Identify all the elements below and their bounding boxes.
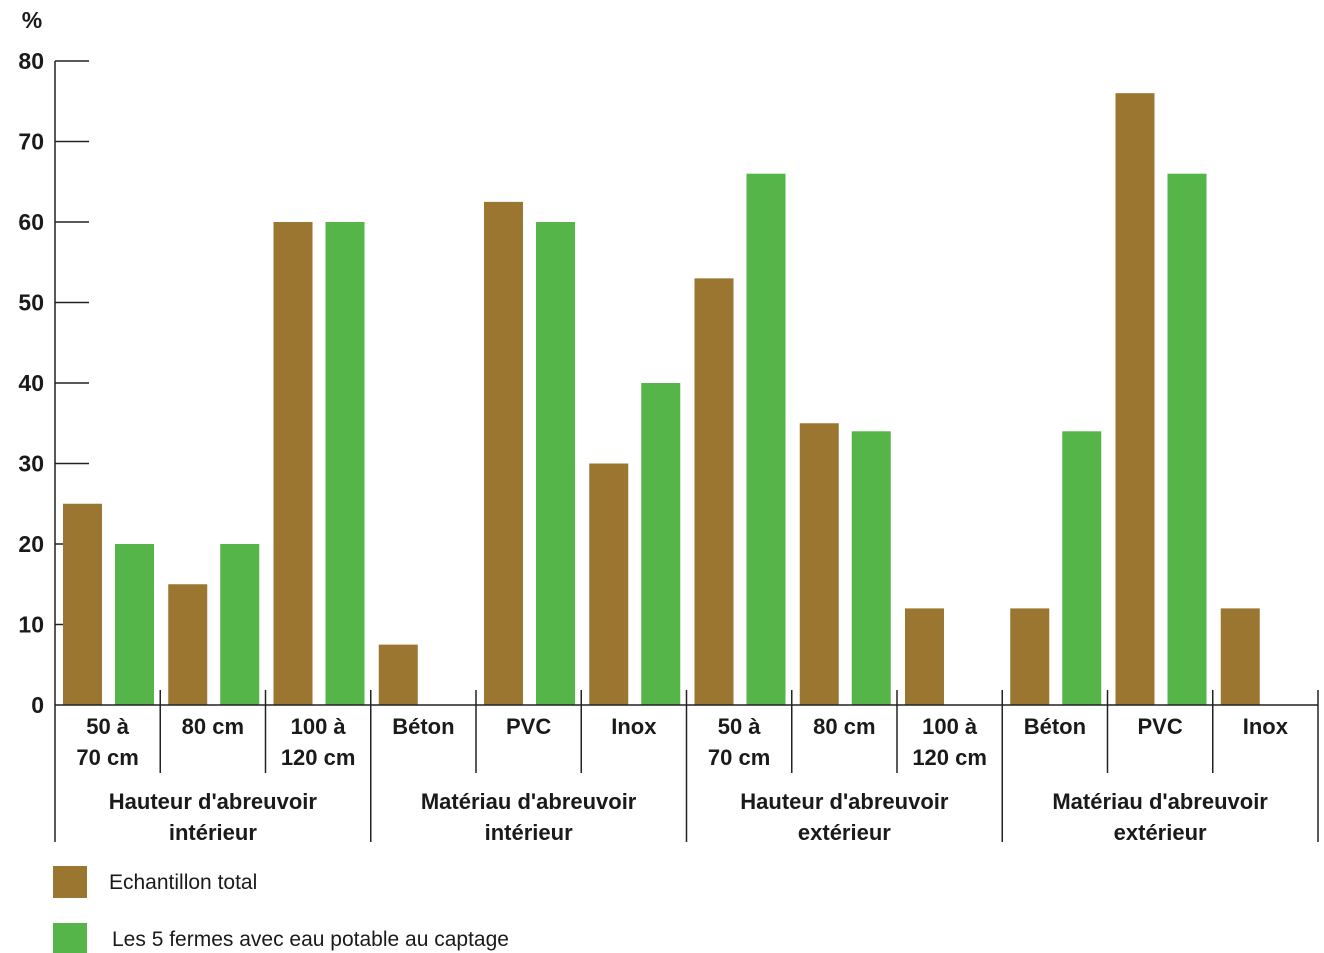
bar-echantillon-total [484,201,523,705]
bar-echantillon-total [589,463,629,705]
x-category-label: 80 cm [182,714,244,739]
legend: Echantillon total Les 5 fermes avec eau p… [53,866,509,953]
legend-swatch [53,866,87,898]
bar-echantillon-total [168,584,208,705]
x-axis: 50 à 70 cm 80 cm 100 à 120 cm Béton PVC Inox 50 … [55,690,1319,845]
y-axis: 0 10 20 30 40 50 60 70 80 [18,48,89,842]
bar-echantillon-total [799,423,839,705]
y-tick-label: 60 [18,209,44,235]
bar-echantillon-total [1010,608,1050,705]
y-tick-label: 40 [18,370,44,396]
bar-5-fermes [115,544,154,705]
x-category-label: Béton [392,714,454,739]
legend-label: Echantillon total [109,871,257,894]
x-category-label: 100 à 120 cm [281,714,356,770]
bar-echantillon-total [905,608,944,705]
y-tick-label: 80 [18,48,44,74]
bar-5-fermes [1062,431,1102,705]
bar-5-fermes [641,383,681,705]
bars [63,93,1260,705]
y-tick-label: 0 [31,692,44,718]
x-group-label: Hauteur d'abreuvoir intérieur [109,789,318,845]
bar-echantillon-total [694,278,734,705]
legend-label: Les 5 fermes avec eau potable au captage [112,928,509,951]
bar-echantillon-total [273,222,313,705]
bar-5-fermes [325,222,365,705]
bar-echantillon-total [378,644,418,705]
x-category-label: 50 à 70 cm [76,714,138,770]
y-tick-label: 10 [18,612,44,638]
bar-echantillon-total [1220,608,1260,705]
bar-5-fermes [536,222,575,705]
bar-5-fermes [851,431,891,705]
y-tick-label: 20 [18,531,44,557]
bar-echantillon-total [1115,93,1155,705]
legend-swatch [53,923,87,953]
x-category-label: 100 à 120 cm [912,714,987,770]
y-axis-unit-label: % [22,7,42,33]
x-category-label: 80 cm [813,714,875,739]
y-tick-label: 50 [18,290,44,316]
bar-5-fermes [1167,173,1207,705]
x-group-label: Matériau d'abreuvoir extérieur [1052,789,1268,845]
x-category-label: Inox [1243,714,1289,739]
x-category-label: Béton [1024,714,1086,739]
x-category-label: PVC [1138,714,1183,739]
x-category-label: Inox [611,714,657,739]
bar-5-fermes [746,173,786,705]
y-tick-label: 70 [18,129,44,155]
x-group-label: Matériau d'abreuvoir intérieur [421,789,637,845]
y-tick-label: 30 [18,451,44,477]
x-category-label: PVC [506,714,551,739]
x-category-label: 50 à 70 cm [708,714,770,770]
bar-echantillon-total [63,503,102,705]
bar-5-fermes [220,544,260,705]
x-group-label: Hauteur d'abreuvoir extérieur [740,789,949,845]
